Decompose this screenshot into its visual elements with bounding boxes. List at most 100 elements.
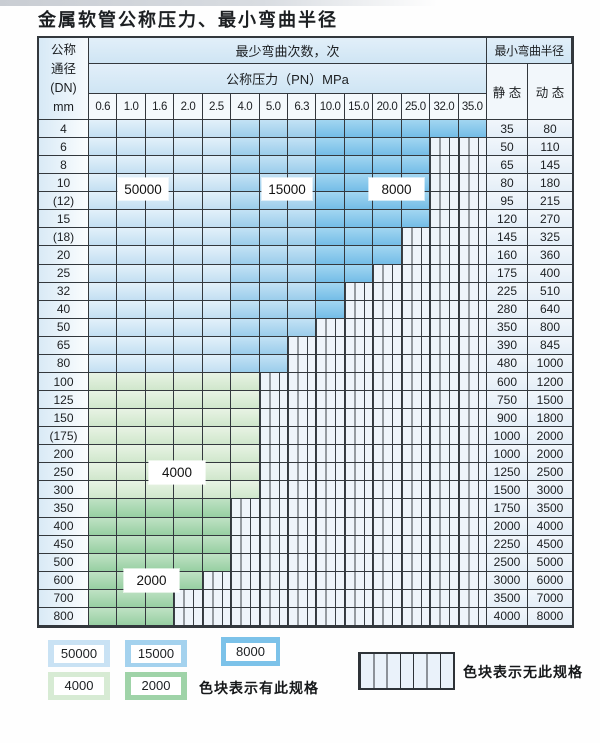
spec-cell bbox=[145, 607, 175, 626]
no-spec-cell bbox=[430, 156, 459, 175]
no-spec-cell bbox=[458, 174, 487, 193]
dn-header-line: mm bbox=[53, 99, 74, 114]
spec-cell bbox=[202, 445, 232, 464]
dynamic-radius-value: 3000 bbox=[528, 481, 572, 500]
spec-cell bbox=[117, 517, 146, 536]
dynamic-radius-value: 640 bbox=[528, 300, 572, 319]
spec-cell bbox=[231, 391, 260, 410]
spec-cell bbox=[401, 210, 431, 229]
spec-cell bbox=[117, 246, 146, 265]
dynamic-radius-value: 360 bbox=[528, 246, 572, 265]
spec-cell bbox=[344, 156, 374, 175]
no-spec-cell bbox=[288, 354, 317, 373]
spec-cell bbox=[117, 228, 146, 247]
spec-cell bbox=[259, 210, 288, 229]
spec-cell bbox=[174, 138, 203, 157]
spec-cell bbox=[117, 535, 146, 554]
no-spec-cell bbox=[344, 282, 374, 301]
no-spec-cell bbox=[259, 571, 288, 590]
no-spec-cell bbox=[430, 427, 459, 446]
no-spec-cell bbox=[458, 354, 487, 373]
spec-cell bbox=[259, 228, 288, 247]
no-spec-cell bbox=[344, 535, 374, 554]
no-spec-cell bbox=[316, 409, 345, 428]
dn-row-label: 20 bbox=[39, 246, 89, 265]
no-spec-cell bbox=[430, 372, 459, 392]
dn-row-label: 250 bbox=[39, 463, 89, 482]
no-spec-cell bbox=[259, 589, 288, 608]
no-spec-cell bbox=[430, 246, 459, 265]
no-spec-cell bbox=[259, 427, 288, 446]
spec-cell bbox=[231, 445, 260, 464]
dn-row-label: 50 bbox=[39, 318, 89, 337]
static-radius-value: 600 bbox=[487, 372, 528, 392]
static-radius-value: 390 bbox=[487, 336, 528, 355]
no-spec-cell bbox=[259, 445, 288, 464]
no-spec-cell bbox=[288, 336, 317, 355]
dynamic-radius-value: 1500 bbox=[528, 391, 572, 410]
spec-cell bbox=[89, 246, 118, 265]
spec-cell bbox=[288, 300, 317, 319]
no-spec-cell bbox=[316, 535, 345, 554]
no-spec-cell bbox=[458, 192, 487, 211]
no-spec-cell bbox=[458, 372, 487, 392]
dynamic-radius-value: 2500 bbox=[528, 463, 572, 482]
no-spec-cell bbox=[401, 282, 431, 301]
no-spec-cell bbox=[373, 589, 402, 608]
static-radius-value: 35 bbox=[487, 120, 528, 139]
no-spec-cell bbox=[430, 192, 459, 211]
no-spec-cell bbox=[458, 138, 487, 157]
legend-swatch-15000: 15000 bbox=[125, 640, 187, 667]
static-header: 静 态 bbox=[487, 64, 528, 120]
no-spec-cell bbox=[430, 409, 459, 428]
spec-cell bbox=[145, 589, 175, 608]
no-spec-cell bbox=[344, 607, 374, 626]
spec-cell bbox=[373, 246, 402, 265]
pressure-col-header: 0.6 bbox=[89, 94, 118, 120]
no-spec-cell bbox=[174, 589, 203, 608]
no-spec-cell bbox=[401, 409, 431, 428]
no-spec-cell bbox=[373, 571, 402, 590]
spec-cell bbox=[174, 228, 203, 247]
dynamic-radius-value: 4500 bbox=[528, 535, 572, 554]
dynamic-radius-value: 145 bbox=[528, 156, 572, 175]
spec-cell bbox=[259, 138, 288, 157]
spec-cell bbox=[316, 192, 345, 211]
spec-cell bbox=[231, 192, 260, 211]
no-spec-cell bbox=[344, 553, 374, 572]
no-spec-cell bbox=[373, 318, 402, 337]
spec-cell bbox=[174, 481, 203, 500]
cycle-count-tag: 50000 bbox=[118, 178, 168, 200]
spec-cell bbox=[117, 156, 146, 175]
spec-cell bbox=[89, 409, 118, 428]
spec-cell bbox=[202, 372, 232, 392]
no-spec-cell bbox=[316, 481, 345, 500]
legend-swatch-8000: 8000 bbox=[221, 637, 280, 666]
pressure-header: 公称压力（PN）MPa bbox=[89, 64, 487, 94]
dn-row-label: (12) bbox=[39, 192, 89, 211]
spec-cell bbox=[288, 210, 317, 229]
static-radius-value: 280 bbox=[487, 300, 528, 319]
dn-row-label: 100 bbox=[39, 372, 89, 392]
dynamic-radius-value: 7000 bbox=[528, 589, 572, 608]
spec-cell bbox=[174, 120, 203, 139]
spec-cell bbox=[202, 210, 232, 229]
no-spec-cell bbox=[401, 300, 431, 319]
dn-row-label: 700 bbox=[39, 589, 89, 608]
dn-row-label: 350 bbox=[39, 499, 89, 518]
spec-cell bbox=[117, 589, 146, 608]
dynamic-radius-value: 845 bbox=[528, 336, 572, 355]
spec-cell bbox=[259, 318, 288, 337]
static-radius-value: 175 bbox=[487, 264, 528, 283]
cycle-count-tag: 8000 bbox=[369, 178, 424, 200]
no-spec-cell bbox=[259, 535, 288, 554]
spec-cell bbox=[231, 354, 260, 373]
no-spec-cell bbox=[316, 354, 345, 373]
spec-cell bbox=[174, 499, 203, 518]
spec-cell bbox=[89, 156, 118, 175]
spec-cell bbox=[259, 264, 288, 283]
no-spec-cell bbox=[316, 589, 345, 608]
static-radius-value: 900 bbox=[487, 409, 528, 428]
no-spec-cell bbox=[344, 499, 374, 518]
no-spec-cell bbox=[373, 535, 402, 554]
